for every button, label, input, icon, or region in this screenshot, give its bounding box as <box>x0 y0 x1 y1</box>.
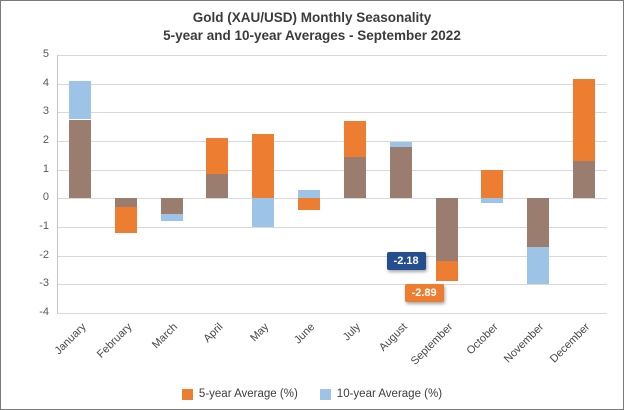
bar-5-year <box>481 169 504 199</box>
gridline <box>57 255 607 257</box>
bar-overlap <box>527 198 550 247</box>
y-tick-label: 3 <box>42 105 49 118</box>
bar-overlap <box>68 119 91 199</box>
legend-item: 10-year Average (%) <box>319 388 443 400</box>
y-axis-line <box>57 55 58 313</box>
legend-label: 10-year Average (%) <box>336 388 443 400</box>
annotation-5-year-value: -2.89 <box>404 284 444 303</box>
bar-overlap <box>343 156 366 199</box>
bar-overlap <box>435 198 458 261</box>
bar-10-year <box>527 247 550 285</box>
x-axis-label: March <box>149 321 181 352</box>
bar-10-year <box>68 80 91 120</box>
legend-swatch <box>181 388 193 400</box>
bar-10-year <box>298 189 321 199</box>
x-axis-label: May <box>248 321 272 345</box>
x-axis-label: October <box>464 321 501 358</box>
bar-10-year <box>160 214 183 222</box>
bar-overlap <box>114 198 137 207</box>
bar-10-year <box>481 198 504 203</box>
bar-5-year <box>343 120 366 157</box>
x-axis-label: November <box>502 321 547 366</box>
chart-subtitle: 5-year and 10-year Averages - September … <box>163 28 461 43</box>
bar-overlap <box>160 198 183 215</box>
bar-5-year <box>206 138 229 174</box>
y-tick-label: -3 <box>39 277 49 290</box>
legend-item: 5-year Average (%) <box>181 388 298 400</box>
chart-title: Gold (XAU/USD) Monthly Seasonality <box>192 10 432 25</box>
y-tick-label: 1 <box>42 162 49 175</box>
gridline <box>57 83 607 85</box>
y-tick-label: -2 <box>39 248 49 261</box>
gridline <box>57 141 607 142</box>
x-axis-label: December <box>548 321 593 366</box>
bar-5-year <box>298 198 321 210</box>
bar-5-year <box>114 206 137 233</box>
bar-overlap <box>206 174 229 199</box>
bar-5-year <box>252 133 275 199</box>
x-axis-label: February <box>94 321 135 361</box>
y-tick-label: -4 <box>39 306 49 318</box>
x-axis-label: August <box>376 321 410 354</box>
bar-5-year <box>573 79 596 162</box>
gridline <box>57 169 607 171</box>
bar-10-year <box>252 198 275 227</box>
x-axis-label: April <box>201 321 226 346</box>
legend-label: 5-year Average (%) <box>198 388 298 400</box>
plot-area <box>57 55 607 314</box>
y-tick-label: 5 <box>42 48 49 60</box>
bar-overlap <box>389 146 412 199</box>
y-tick-label: 0 <box>42 191 49 204</box>
x-axis-label: January <box>52 321 89 358</box>
gridline <box>57 227 607 228</box>
annotation-10-year-value: -2.18 <box>386 251 426 270</box>
x-axis-label: June <box>292 321 318 347</box>
gridline <box>57 313 607 314</box>
x-axis-label: September <box>408 321 456 368</box>
bar-10-year <box>389 142 412 147</box>
bar-overlap <box>573 161 596 199</box>
y-tick-label: -1 <box>39 220 49 232</box>
y-tick-label: 2 <box>42 134 49 146</box>
x-axis-label: July <box>341 321 364 344</box>
bar-5-year <box>435 260 458 282</box>
y-tick-label: 4 <box>42 76 49 89</box>
gridline <box>57 112 607 114</box>
gridline <box>57 55 607 56</box>
gridline <box>57 284 607 286</box>
legend: 5-year Average (%) 10-year Average (%) <box>1 388 623 400</box>
legend-swatch <box>319 388 331 400</box>
gridline <box>57 198 607 200</box>
